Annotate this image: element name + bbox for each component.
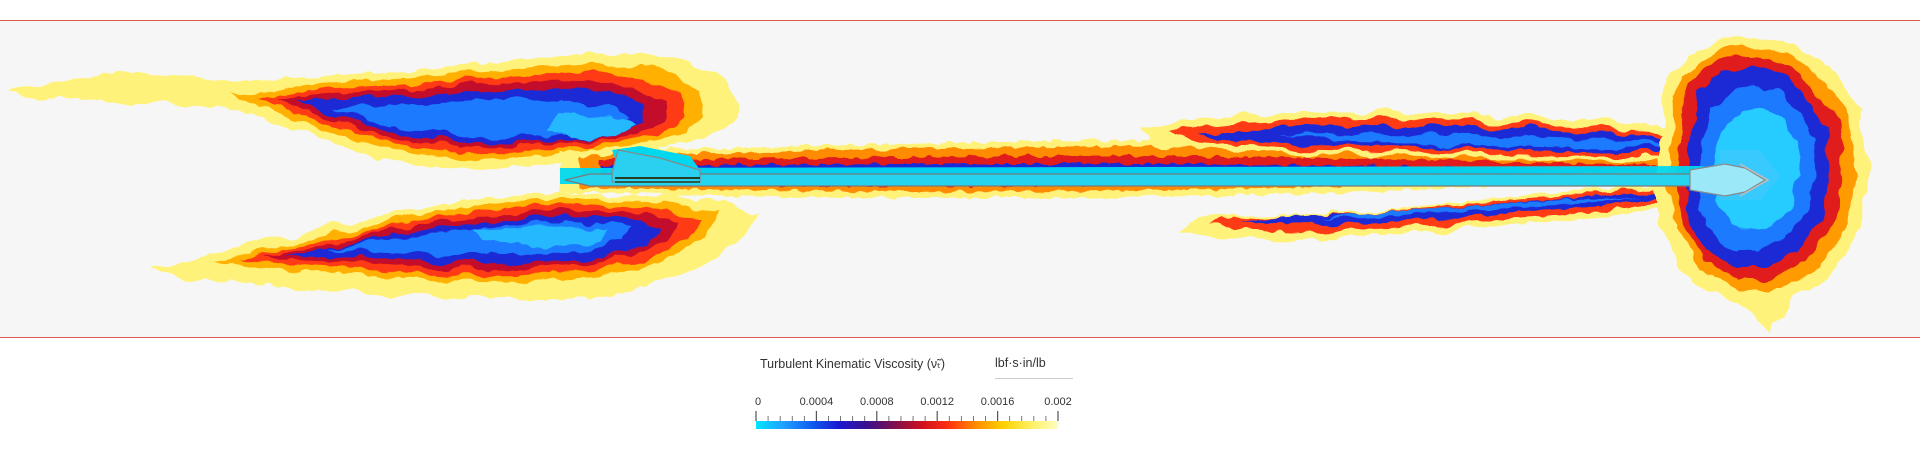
lower-left-wake-plume — [150, 192, 760, 300]
legend-tick-label: 0 — [754, 396, 762, 408]
legend-tick-label: 0.0012 — [920, 396, 955, 408]
legend-tick-label: 0.002 — [1044, 396, 1072, 408]
legend-tick-marks — [755, 411, 1059, 421]
lower-right-wake-plume — [1180, 180, 1740, 240]
vehicle-body-outline — [564, 149, 1770, 197]
legend-title: Turbulent Kinematic Viscosity (ν̃ₜ) — [760, 357, 945, 371]
upper-right-wake-plume — [1140, 112, 1760, 160]
legend-tick-label: 0.0008 — [859, 396, 894, 408]
legend-tick-label: 0.0004 — [799, 396, 834, 408]
color-legend — [755, 411, 1059, 429]
legend-color-bar — [756, 421, 1058, 429]
upper-left-wake-plume — [10, 52, 740, 170]
legend-unit: lbf·s·in/lb — [995, 356, 1073, 379]
legend-tick-label: 0.0016 — [980, 396, 1015, 408]
